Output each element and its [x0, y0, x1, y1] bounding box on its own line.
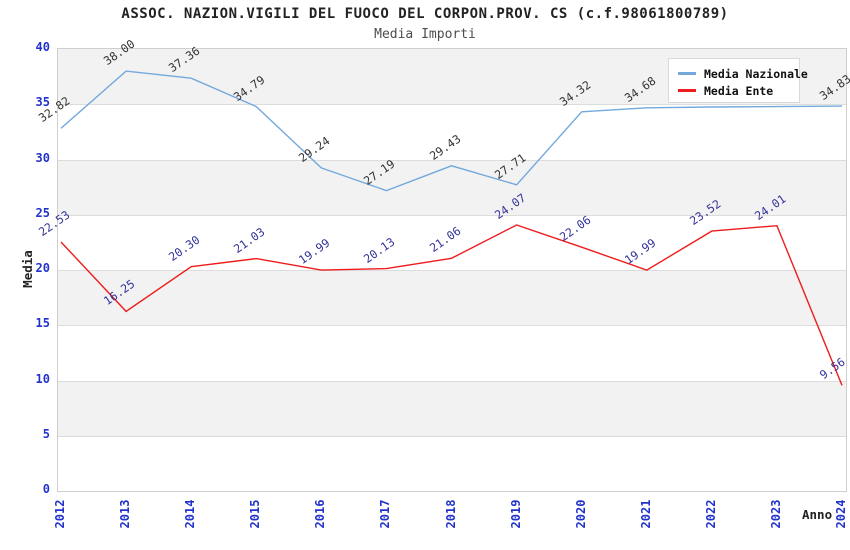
x-tick-label: 2018 — [443, 499, 458, 529]
gridline — [58, 104, 846, 106]
x-tick-label: 2012 — [53, 499, 67, 529]
y-tick-label: 0 — [42, 482, 50, 496]
plot-area — [57, 48, 847, 492]
legend-item-media-ente: Media Ente — [678, 82, 799, 99]
x-tick-label: 2019 — [508, 499, 523, 529]
legend-item-media-nazionale: Media Nazionale — [678, 65, 808, 82]
x-tick-label: 2015 — [248, 499, 263, 529]
y-tick-label: 5 — [42, 426, 50, 441]
x-tick-label: 2021 — [638, 499, 653, 529]
y-tick-label: 25 — [35, 205, 50, 220]
series-lines — [60, 70, 843, 386]
y-tick-label: 40 — [35, 40, 50, 54]
y-tick-label: 30 — [35, 150, 50, 165]
legend-label-media-nazionale: Media Nazionale — [704, 66, 808, 81]
x-tick-label: 2023 — [768, 499, 783, 529]
gridline — [58, 435, 846, 437]
blue-line-swatch-icon — [678, 72, 696, 75]
red-line-swatch-icon — [678, 89, 696, 92]
y-tick-label: 15 — [35, 316, 50, 331]
legend-label-media-ente: Media Ente — [704, 83, 774, 98]
x-tick-label: 2013 — [118, 499, 133, 529]
gridline — [58, 325, 846, 327]
gridline — [58, 380, 846, 382]
x-tick-label: 2017 — [378, 499, 393, 529]
gridline — [58, 159, 846, 161]
plot-band — [58, 104, 846, 160]
x-axis-title: Anno — [802, 507, 833, 522]
gridline — [58, 270, 846, 271]
x-tick-label: 2024 — [834, 499, 848, 529]
plot-band — [58, 380, 846, 436]
series-line-media-nazionale — [60, 70, 843, 192]
plot-band — [58, 325, 846, 381]
y-tick-label: 20 — [35, 261, 50, 275]
chart-subtitle: Media Importi — [374, 27, 476, 42]
y-tick-label: 35 — [35, 95, 50, 110]
series-line-media-ente — [60, 224, 843, 386]
legend: Media Nazionale Media Ente — [668, 58, 808, 103]
plot-band — [58, 214, 846, 270]
chart-title: ASSOC. NAZION.VIGILI DEL FUOCO DEL CORPO… — [121, 6, 729, 22]
x-tick-label: 2016 — [313, 499, 328, 529]
plot-band — [58, 435, 846, 491]
x-tick-label: 2020 — [573, 499, 588, 529]
y-tick-label: 10 — [35, 371, 50, 386]
x-tick-label: 2022 — [703, 499, 718, 529]
x-tick-label: 2014 — [183, 499, 198, 529]
plot-band — [58, 159, 846, 215]
gridline — [58, 214, 846, 216]
plot-band — [58, 270, 846, 326]
